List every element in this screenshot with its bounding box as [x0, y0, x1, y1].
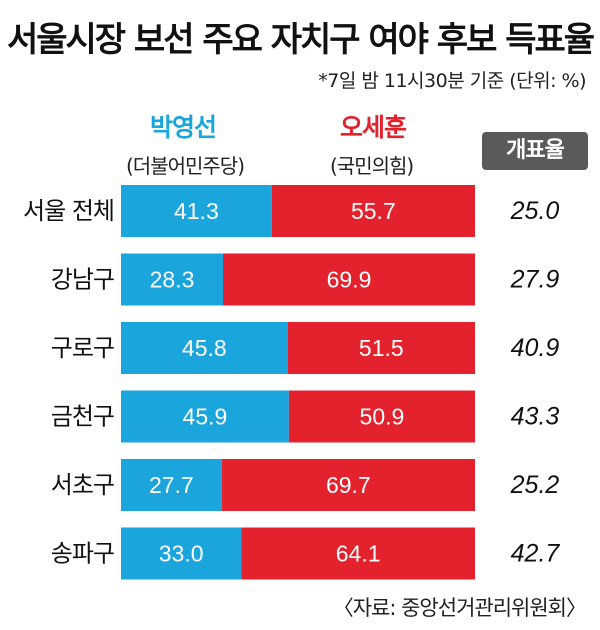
data-label-b: 51.5: [359, 335, 404, 361]
bar-segment-b: [241, 527, 475, 580]
chart-title: 서울시장 보선 주요 자치구 여야 후보 득표율: [6, 20, 595, 60]
category-label: 금천구: [51, 403, 114, 431]
candidate-a-name: 박영선: [150, 113, 217, 142]
data-label-b: 55.7: [351, 198, 396, 224]
category-label: 서초구: [51, 471, 114, 499]
chart-note: *7일 밤 11시30분 기준 (단위: %): [318, 70, 586, 92]
count-rate-value: 42.7: [511, 540, 561, 568]
candidate-b-name: 오세훈: [340, 113, 407, 142]
data-label-b: 64.1: [336, 541, 381, 567]
bar-segment-a: [121, 185, 272, 237]
count-rate-value: 27.9: [510, 266, 560, 294]
bar-segment-a: [121, 527, 242, 580]
category-label: 강남구: [51, 266, 114, 294]
category-label: 송파구: [51, 540, 114, 568]
bar-segment-b: [288, 390, 475, 443]
data-label-a: 33.0: [159, 541, 204, 567]
data-label-b: 69.9: [327, 267, 372, 293]
category-label: 구로구: [51, 334, 114, 362]
count-rate-value: 40.9: [511, 334, 560, 362]
count-rate-value: 25.0: [510, 197, 560, 225]
bar-segment-b: [271, 185, 475, 237]
data-label-a: 28.3: [150, 267, 195, 293]
source-note: 〈자료: 중앙선거관리위원회〉: [332, 596, 587, 620]
data-label-a: 45.9: [183, 404, 228, 430]
candidate-b-party: (국민의힘): [330, 154, 414, 178]
data-label-a: 41.3: [174, 198, 219, 224]
bar-segment-b: [287, 322, 475, 374]
category-label: 서울 전체: [23, 197, 114, 225]
bar-segment-b: [223, 253, 475, 306]
count-rate-value: 43.3: [511, 403, 560, 431]
data-label-a: 27.7: [149, 472, 194, 498]
bar-segment-a: [121, 390, 289, 443]
data-label-b: 50.9: [360, 404, 405, 430]
count-rate-value: 25.2: [510, 471, 560, 499]
data-label-a: 45.8: [182, 335, 227, 361]
data-label-b: 69.7: [326, 472, 371, 498]
bar-segment-b: [221, 459, 475, 511]
bar-segment-a: [121, 253, 224, 306]
count-rate-header: 개표율: [482, 132, 588, 170]
bar-segment-a: [121, 322, 288, 374]
candidate-a-party: (더불어민주당): [126, 154, 245, 178]
bar-segment-a: [121, 459, 222, 511]
